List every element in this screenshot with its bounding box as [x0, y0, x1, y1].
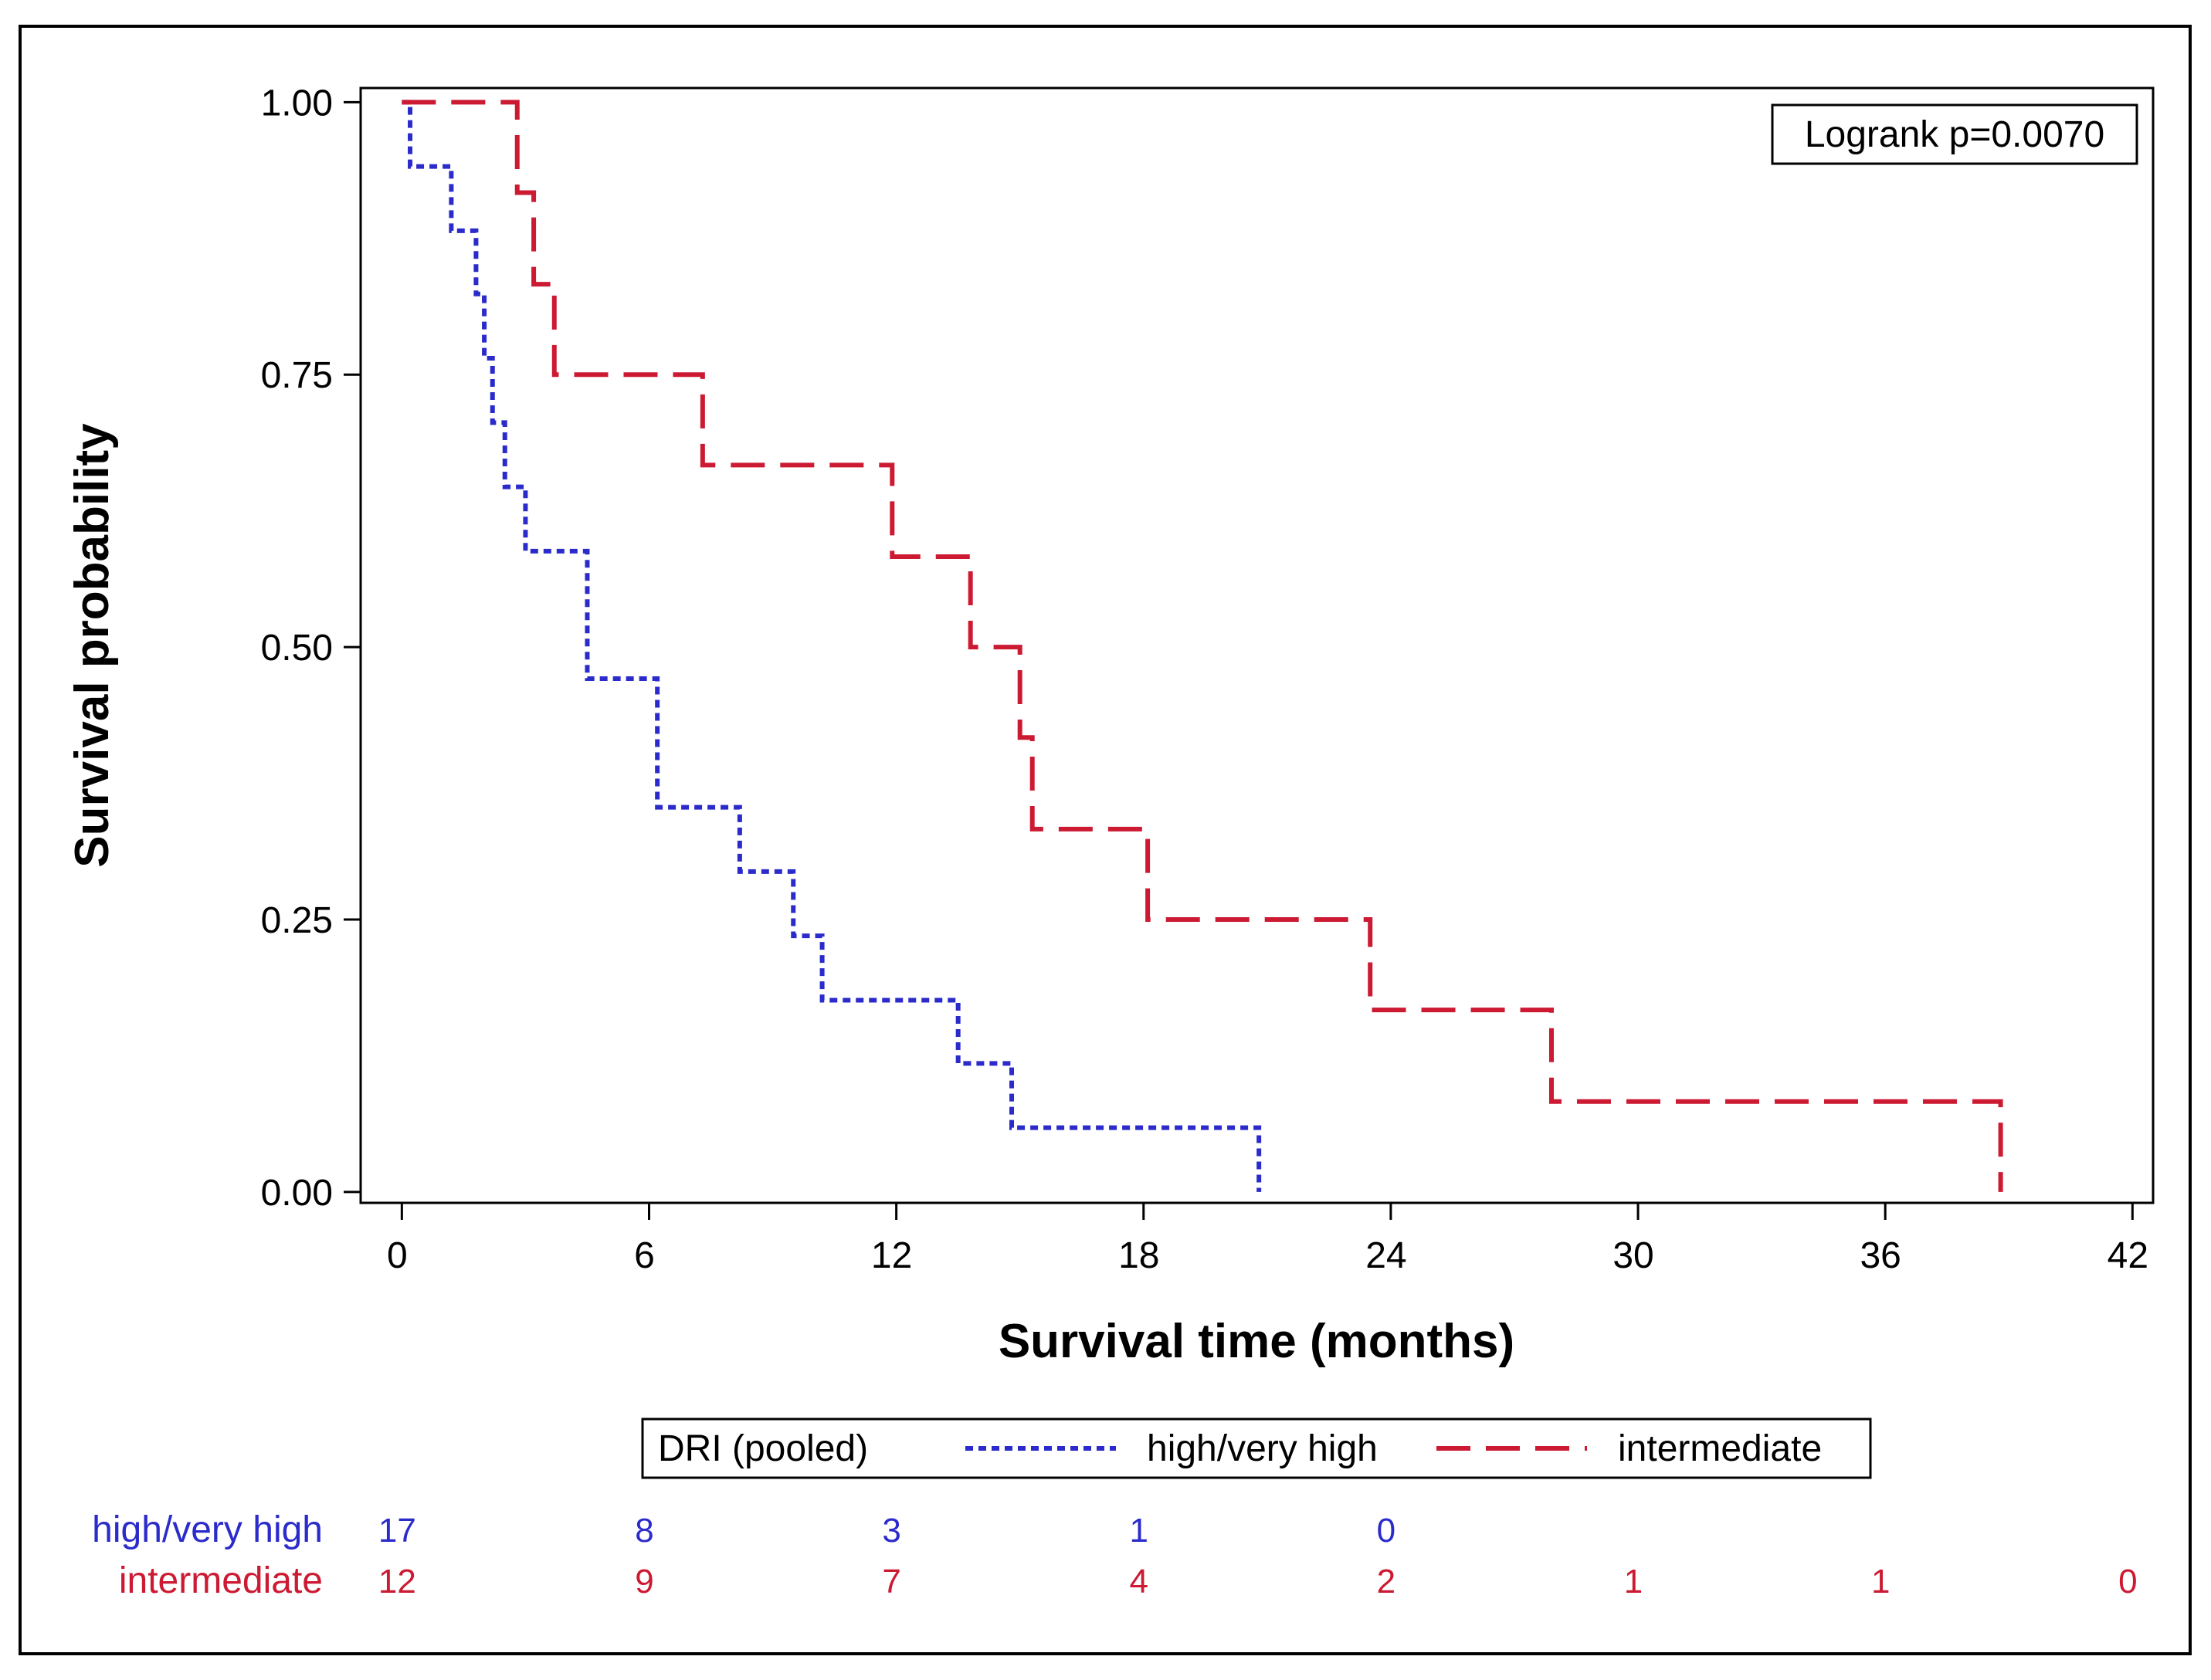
- figure-border: [19, 25, 2192, 1655]
- at-risk-count: 17: [378, 1512, 416, 1550]
- plot-area: [359, 86, 2155, 1204]
- y-tick-label-1: 0.25: [261, 900, 333, 941]
- survival-curve-intermediate: [402, 100, 2003, 1192]
- y-tick-label-3: 0.75: [261, 355, 333, 396]
- legend: DRI (pooled) high/very high intermediate: [641, 1418, 1872, 1479]
- x-tick-label-3: 18: [1118, 1235, 1159, 1276]
- x-tick-label-5: 30: [1612, 1235, 1653, 1276]
- at-risk-count: 9: [635, 1563, 653, 1600]
- legend-title: DRI (pooled): [658, 1428, 868, 1469]
- legend-box: [641, 1418, 1872, 1479]
- at-risk-count: 2: [1377, 1563, 1395, 1600]
- x-axis-title: Survival time (months): [999, 1315, 1514, 1368]
- y-tick-label-0: 0.00: [261, 1173, 333, 1214]
- logrank-annotation: Logrank p=0.0070: [1771, 103, 2138, 165]
- y-tick-label-2: 0.50: [261, 628, 333, 669]
- x-tick-label-7: 42: [2108, 1235, 2148, 1276]
- x-tick-label-1: 6: [634, 1235, 655, 1276]
- at-risk-count: 7: [882, 1563, 900, 1600]
- at-risk-count: 1: [1130, 1512, 1148, 1550]
- at-risk-count: 1: [1624, 1563, 1643, 1600]
- survival-curve-high-very-high: [402, 100, 1262, 1192]
- at-risk-count: 1: [1871, 1563, 1890, 1600]
- at-risk-count: 0: [2118, 1563, 2137, 1600]
- at-risk-row-label-high-very-high: high/very high: [92, 1509, 323, 1550]
- y-axis: 0.00 0.25 0.50 0.75 1.00: [261, 83, 361, 1214]
- legend-label-high-very-high: high/very high: [1147, 1428, 1378, 1469]
- logrank-annotation-text: Logrank p=0.0070: [1805, 114, 2104, 155]
- logrank-annotation-box: [1771, 103, 2138, 165]
- y-tick-label-4: 1.00: [261, 83, 333, 124]
- at-risk-count: 8: [635, 1512, 653, 1550]
- x-axis: 0 6 12 18 24 30 36 42: [387, 1203, 2148, 1276]
- y-axis-title: Survival probability: [66, 423, 119, 868]
- x-tick-label-4: 24: [1365, 1235, 1406, 1276]
- at-risk-count: 12: [378, 1563, 416, 1600]
- x-tick-label-6: 36: [1860, 1235, 1901, 1276]
- at-risk-row-label-intermediate: intermediate: [119, 1560, 323, 1601]
- series-layer: [402, 100, 2003, 1192]
- legend-label-intermediate: intermediate: [1618, 1428, 1822, 1469]
- at-risk-count: 4: [1130, 1563, 1148, 1600]
- at-risk-count: 3: [882, 1512, 900, 1550]
- x-tick-label-2: 12: [871, 1235, 912, 1276]
- at-risk-count: 0: [1377, 1512, 1395, 1550]
- at-risk-table: high/very high 17 8 3 1 0 intermediate 12 9 7 4 2 1 1…: [92, 1509, 2137, 1601]
- x-tick-label-0: 0: [387, 1235, 408, 1276]
